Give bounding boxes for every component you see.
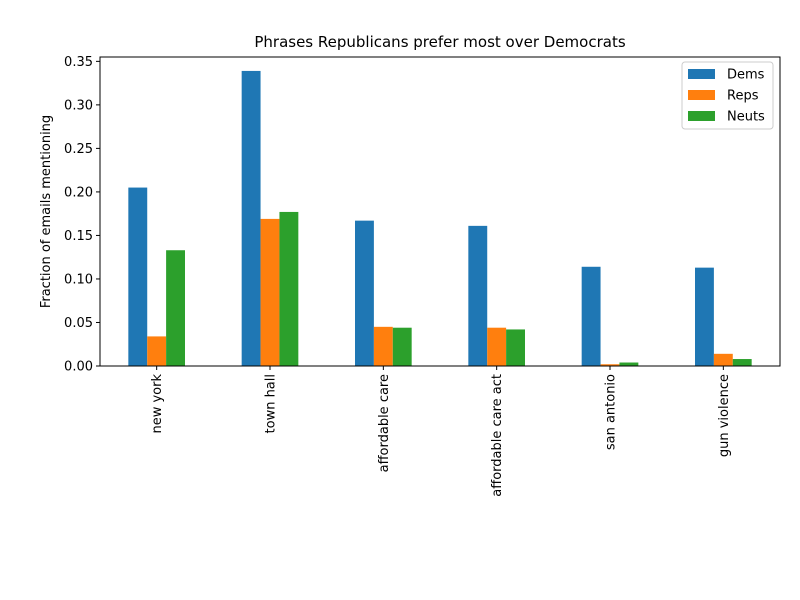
bar-reps-1 xyxy=(260,218,280,366)
bar-reps-5 xyxy=(713,353,733,366)
y-tick-label: 0.10 xyxy=(64,272,93,287)
y-axis-label: Fraction of emails mentioning xyxy=(39,115,54,308)
bar-reps-4 xyxy=(600,364,620,366)
y-tick-label: 0.15 xyxy=(64,229,93,244)
bar-dems-4 xyxy=(581,266,601,366)
x-tick-label: san antonio xyxy=(604,374,619,450)
bar-neuts-0 xyxy=(166,250,185,366)
bar-reps-2 xyxy=(373,326,393,366)
bars-group xyxy=(128,70,752,366)
x-axis: new york town hall affordable care affordab… xyxy=(150,366,732,497)
y-tick-label: 0.05 xyxy=(64,316,93,331)
legend-label-reps: Reps xyxy=(727,89,759,104)
legend-swatch-neuts xyxy=(688,111,715,121)
legend-swatch-reps xyxy=(688,90,715,100)
y-tick-label: 0.20 xyxy=(64,185,93,200)
bar-dems-3 xyxy=(468,225,488,366)
plot-frame xyxy=(99,56,781,367)
y-tick-label: 0.00 xyxy=(64,360,93,375)
bar-reps-3 xyxy=(487,327,507,366)
bar-neuts-5 xyxy=(732,359,752,366)
legend-swatch-dems xyxy=(688,69,715,79)
x-tick-label: town hall xyxy=(264,374,279,433)
bar-dems-1 xyxy=(241,70,261,366)
bar-neuts-2 xyxy=(392,327,412,366)
x-tick-label: affordable care act xyxy=(490,374,505,497)
legend-label-dems: Dems xyxy=(727,68,765,83)
x-tick-label: new york xyxy=(150,374,165,434)
chart-title: Phrases Republicans prefer most over Dem… xyxy=(254,33,625,51)
x-tick-label: gun violence xyxy=(717,374,732,457)
bar-dems-5 xyxy=(695,267,714,366)
y-axis: 0.00 0.05 0.10 0.15 0.20 0.25 0.30 0.35 xyxy=(64,55,100,375)
legend-label-neuts: Neuts xyxy=(727,110,765,125)
bar-neuts-3 xyxy=(506,329,525,366)
x-tick-label: affordable care xyxy=(377,374,392,472)
bar-neuts-4 xyxy=(619,362,639,366)
bar-dems-2 xyxy=(355,220,374,366)
bar-neuts-1 xyxy=(279,211,299,366)
y-tick-label: 0.30 xyxy=(64,98,93,113)
y-tick-label: 0.35 xyxy=(64,55,93,70)
bar-dems-0 xyxy=(128,187,148,366)
y-tick-label: 0.25 xyxy=(64,142,93,157)
legend: Dems Reps Neuts xyxy=(681,61,774,130)
bar-reps-0 xyxy=(147,336,167,366)
